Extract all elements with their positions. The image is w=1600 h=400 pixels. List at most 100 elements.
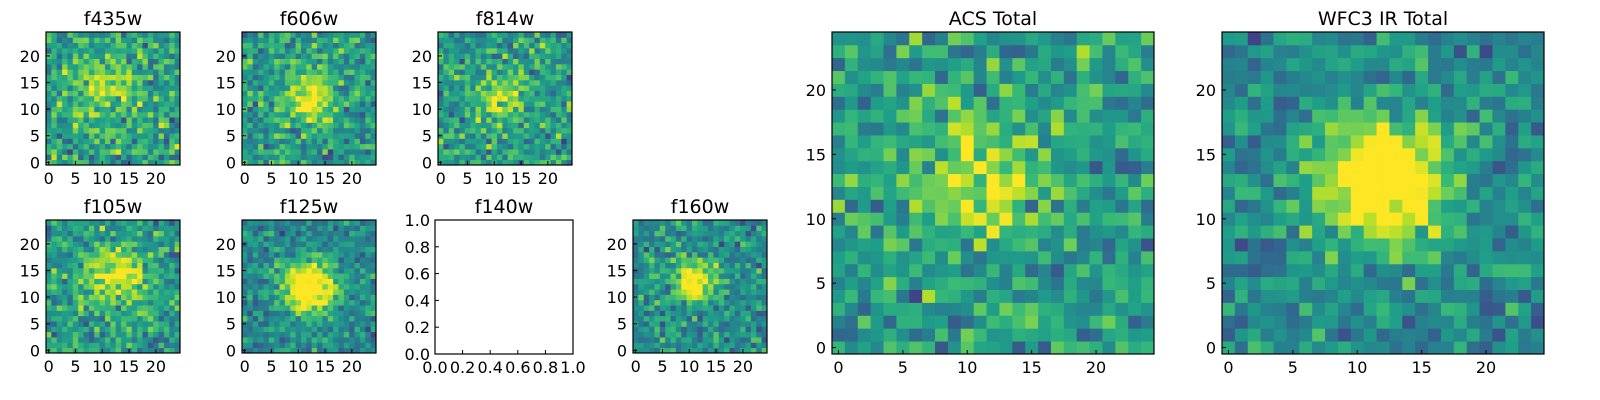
heatmap-cell: [247, 58, 254, 65]
heatmap-cell: [104, 74, 111, 81]
heatmap-cell: [1428, 289, 1442, 303]
heatmap-cell: [290, 310, 296, 317]
heatmap-cell: [443, 90, 450, 97]
heatmap-cell: [697, 230, 704, 237]
heatmap-cell: [349, 122, 355, 129]
heatmap-cell: [534, 47, 541, 54]
heatmap-cell: [174, 32, 181, 38]
heatmap-cell: [300, 337, 307, 343]
heatmap-cell: [1102, 302, 1116, 316]
heatmap-cell: [343, 106, 350, 113]
heatmap-cell: [643, 315, 650, 322]
heatmap-cell: [268, 310, 275, 317]
heatmap-cell: [343, 117, 350, 123]
heatmap-cell: [459, 149, 466, 155]
heatmap-cell: [242, 32, 248, 38]
heatmap-cell: [284, 85, 291, 91]
heatmap-cell: [56, 117, 63, 123]
heatmap-cell: [566, 143, 573, 150]
heatmap-cell: [110, 79, 117, 86]
heatmap-cell: [333, 63, 339, 70]
heatmap-cell: [718, 251, 725, 258]
heatmap-cell: [649, 225, 655, 232]
heatmap-cell: [169, 278, 176, 285]
heatmap-cell: [67, 305, 74, 311]
heatmap-cell: [46, 47, 52, 54]
heatmap-cell: [110, 47, 117, 54]
heatmap-cell: [1453, 135, 1468, 149]
heatmap-cell: [268, 127, 275, 134]
heatmap-cell: [169, 42, 176, 49]
heatmap-cell: [137, 143, 143, 150]
heatmap-cell: [163, 267, 170, 274]
heatmap-cell: [115, 241, 122, 247]
heatmap-cell: [740, 342, 746, 349]
heatmap-cell: [300, 106, 307, 113]
heatmap-cell: [681, 321, 687, 327]
heatmap-cell: [1337, 238, 1352, 252]
heatmap-cell: [1505, 199, 1519, 213]
heatmap-cell: [46, 251, 52, 258]
heatmap-cell: [1440, 199, 1455, 213]
heatmap-cell: [1518, 276, 1532, 290]
heatmap-cell: [1428, 225, 1442, 239]
heatmap-cell: [561, 58, 568, 65]
heatmap-cell: [349, 47, 355, 54]
heatmap-cell: [62, 101, 68, 107]
heatmap-cell: [300, 85, 307, 91]
heatmap-cell: [491, 133, 498, 139]
heatmap-cell: [1115, 238, 1129, 252]
heatmap-cell: [729, 283, 736, 290]
heatmap-cell: [973, 160, 987, 175]
heatmap-cell: [857, 96, 872, 110]
heatmap-cell: [1234, 225, 1249, 239]
heatmap-cell: [121, 342, 127, 349]
heatmap-cell: [1234, 341, 1249, 355]
heatmap-cell: [317, 111, 323, 118]
heatmap-cell: [844, 315, 859, 329]
heatmap-cell: [78, 63, 84, 70]
heatmap-cell: [274, 143, 280, 150]
heatmap-cell: [104, 251, 111, 258]
heatmap-cell: [448, 85, 455, 91]
heatmap-cell: [480, 37, 487, 44]
heatmap-cell: [147, 117, 154, 123]
heatmap-cell: [311, 47, 318, 54]
heatmap-cell: [659, 305, 666, 311]
heatmap-cell: [94, 101, 100, 107]
heatmap-cell: [279, 122, 286, 129]
heatmap-cell: [1063, 135, 1078, 149]
heatmap-cell: [443, 106, 450, 113]
heatmap-cell: [258, 154, 264, 161]
heatmap-cell: [459, 47, 466, 54]
heatmap-cell: [1312, 173, 1326, 187]
heatmap-cell: [174, 74, 181, 81]
heatmap-cell: [365, 342, 372, 349]
heatmap-cell: [1025, 135, 1039, 149]
heatmap-cell: [365, 347, 372, 354]
heatmap-cell: [311, 246, 318, 253]
heatmap-cell: [247, 154, 254, 161]
heatmap-cell: [713, 262, 720, 269]
heatmap-cell: [922, 199, 936, 213]
heatmap-cell: [1076, 186, 1090, 200]
heatmap-cell: [284, 331, 291, 338]
heatmap-cell: [247, 32, 254, 38]
heatmap-cell: [153, 42, 159, 49]
heatmap-cell: [870, 276, 884, 290]
heatmap-cell: [857, 109, 872, 123]
heatmap-cell: [99, 58, 106, 65]
heatmap-cell: [960, 173, 975, 187]
heatmap-cell: [555, 101, 562, 107]
heatmap-cell: [960, 135, 975, 149]
heatmap-cell: [317, 32, 323, 38]
heatmap-cell: [121, 283, 127, 290]
heatmap-cell: [654, 321, 661, 327]
heatmap-cell: [78, 246, 84, 253]
heatmap-cell: [158, 37, 165, 44]
heatmap-cell: [247, 37, 254, 44]
heatmap-cell: [870, 315, 884, 329]
heatmap-cell: [252, 262, 259, 269]
heatmap-cell: [1260, 289, 1274, 303]
heatmap-cell: [338, 220, 345, 226]
